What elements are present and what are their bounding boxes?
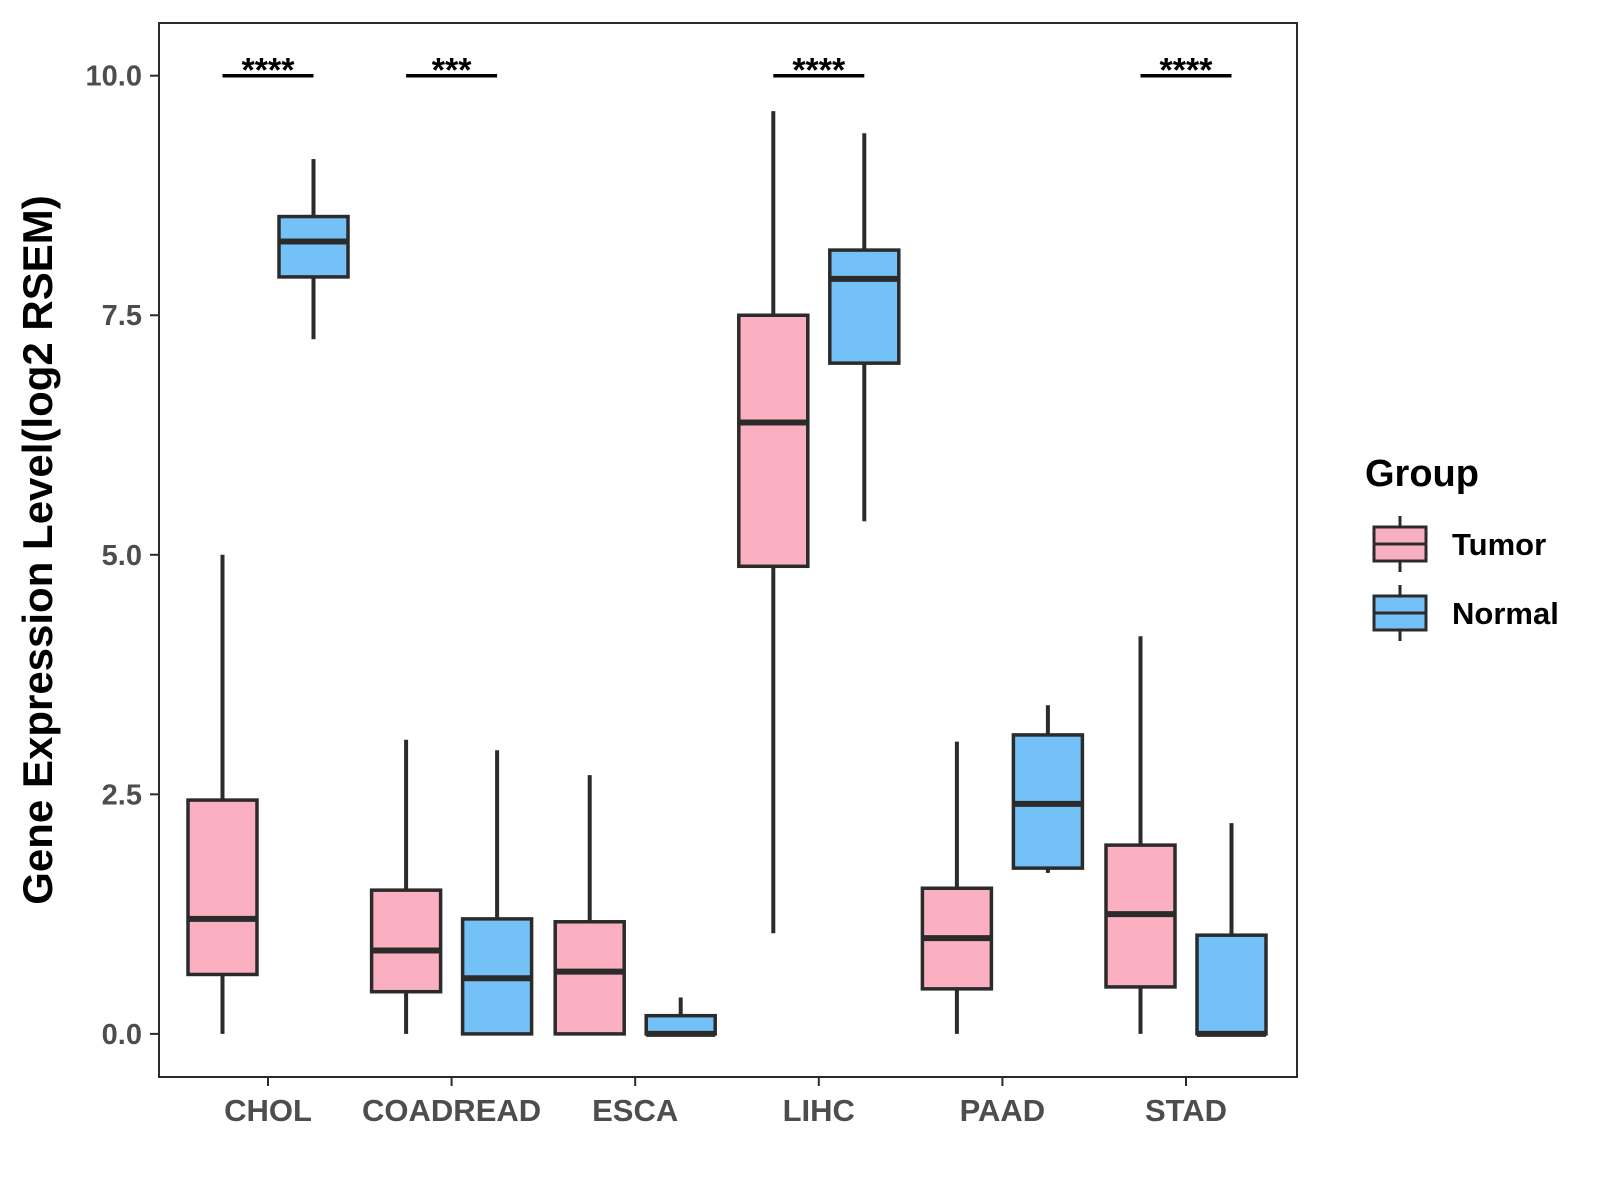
box-normal-lihc — [828, 133, 901, 522]
box-tumor-stad — [1104, 636, 1177, 1034]
box-iqr — [828, 248, 901, 365]
legend-title: Group — [1365, 453, 1479, 495]
y-tick-label: 5.0 — [102, 540, 142, 572]
significance-annotations: **** *** **** **** — [222, 52, 1232, 90]
box-iqr — [277, 214, 350, 279]
box-iqr — [1195, 933, 1268, 1036]
x-axis: CHOL COADREAD ESCA LIHC PAAD STAD — [224, 1077, 1227, 1128]
legend-item-label: Normal — [1452, 596, 1559, 631]
x-tick-label: CHOL — [224, 1093, 312, 1128]
legend: Group Tumor Normal — [1365, 453, 1559, 641]
significance-label: *** — [432, 52, 472, 90]
legend-item-tumor: Tumor — [1372, 516, 1546, 572]
significance-label: **** — [1160, 52, 1214, 90]
box-iqr — [369, 888, 443, 994]
box-iqr — [737, 313, 810, 569]
box-tumor-paad — [920, 741, 994, 1034]
y-tick-label: 0.0 — [102, 1019, 142, 1051]
box-iqr — [186, 798, 259, 977]
y-tick-label: 10.0 — [86, 61, 142, 93]
significance-label: **** — [792, 52, 846, 90]
x-tick-label: COADREAD — [362, 1093, 541, 1128]
box-tumor-coadread — [369, 739, 443, 1034]
box-normal-chol — [277, 159, 350, 340]
x-tick-label: ESCA — [592, 1093, 678, 1128]
significance-label: **** — [242, 52, 296, 90]
legend-item-label: Tumor — [1452, 527, 1546, 562]
box-iqr — [553, 920, 626, 1036]
box-normal-paad — [1011, 705, 1085, 873]
x-tick-label: LIHC — [783, 1093, 855, 1128]
y-tick-label: 7.5 — [102, 300, 142, 332]
box-tumor-lihc — [737, 111, 810, 934]
box-normal-esca — [644, 997, 717, 1037]
box-tumor-esca — [553, 775, 626, 1036]
box-normal-coadread — [460, 750, 534, 1036]
box-series — [186, 111, 1268, 1037]
y-axis-title: Gene Expression Level(log2 RSEM) — [14, 195, 61, 905]
y-tick-label: 2.5 — [102, 779, 142, 811]
x-tick-label: PAAD — [960, 1093, 1046, 1128]
legend-item-normal: Normal — [1372, 585, 1559, 641]
box-normal-stad — [1195, 823, 1268, 1037]
y-axis: 0.0 2.5 5.0 7.5 10.0 — [86, 61, 159, 1051]
x-tick-label: STAD — [1145, 1093, 1227, 1128]
box-tumor-chol — [186, 554, 259, 1034]
